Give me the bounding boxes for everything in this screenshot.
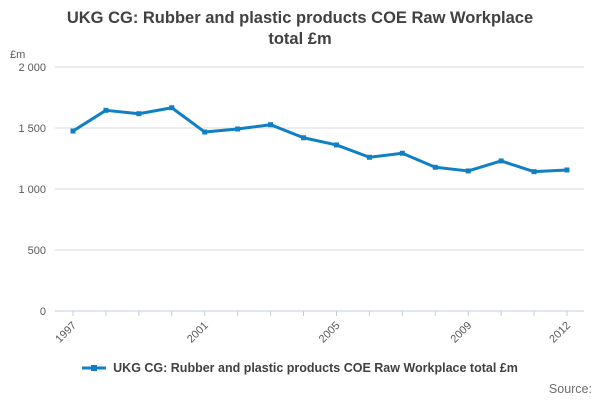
y-tick-label: 0 bbox=[40, 306, 46, 318]
series-line-marker-icon bbox=[82, 365, 107, 371]
data-point-marker[interactable] bbox=[366, 154, 372, 160]
data-point-marker[interactable] bbox=[432, 164, 438, 170]
data-point-marker[interactable] bbox=[564, 167, 570, 173]
y-tick-label: 1 000 bbox=[18, 184, 46, 196]
data-point-marker[interactable] bbox=[333, 142, 339, 148]
data-point-marker[interactable] bbox=[103, 107, 109, 113]
data-series-line bbox=[71, 106, 569, 174]
data-point-marker[interactable] bbox=[202, 129, 208, 135]
legend-label: UKG CG: Rubber and plastic products COE … bbox=[113, 361, 518, 375]
y-tick-label: 1 500 bbox=[18, 123, 46, 135]
y-axis-unit-label: £m bbox=[10, 49, 25, 61]
data-point-marker[interactable] bbox=[169, 105, 175, 111]
line-chart-canvas: 0 500 1 000 1 500 2 000£m 1997 2001 2005 2009 201… bbox=[10, 49, 584, 346]
x-tick-label: 2005 bbox=[317, 320, 343, 346]
y-tick-label: 2 000 bbox=[18, 62, 46, 74]
data-point-marker[interactable] bbox=[465, 168, 471, 174]
data-point-marker[interactable] bbox=[531, 169, 537, 175]
data-point-marker[interactable] bbox=[268, 122, 274, 128]
data-point-marker[interactable] bbox=[399, 150, 405, 156]
data-point-marker[interactable] bbox=[235, 126, 241, 132]
data-point-marker[interactable] bbox=[498, 158, 504, 164]
y-tick-label: 500 bbox=[28, 245, 46, 257]
data-point-marker[interactable] bbox=[70, 128, 76, 134]
x-tick-label: 1997 bbox=[53, 320, 79, 346]
x-tick-label: 2001 bbox=[185, 320, 211, 346]
chart-title: UKG CG: Rubber and plastic products COE … bbox=[66, 9, 534, 49]
legend: UKG CG: Rubber and plastic products COE … bbox=[0, 361, 600, 375]
data-point-marker[interactable] bbox=[301, 135, 307, 141]
legend-item-series[interactable]: UKG CG: Rubber and plastic products COE … bbox=[82, 361, 518, 375]
x-tick-label: 2009 bbox=[449, 320, 475, 346]
x-tick-label: 2012 bbox=[547, 320, 573, 346]
source-label: Source: bbox=[548, 382, 592, 396]
data-point-marker[interactable] bbox=[136, 111, 142, 117]
